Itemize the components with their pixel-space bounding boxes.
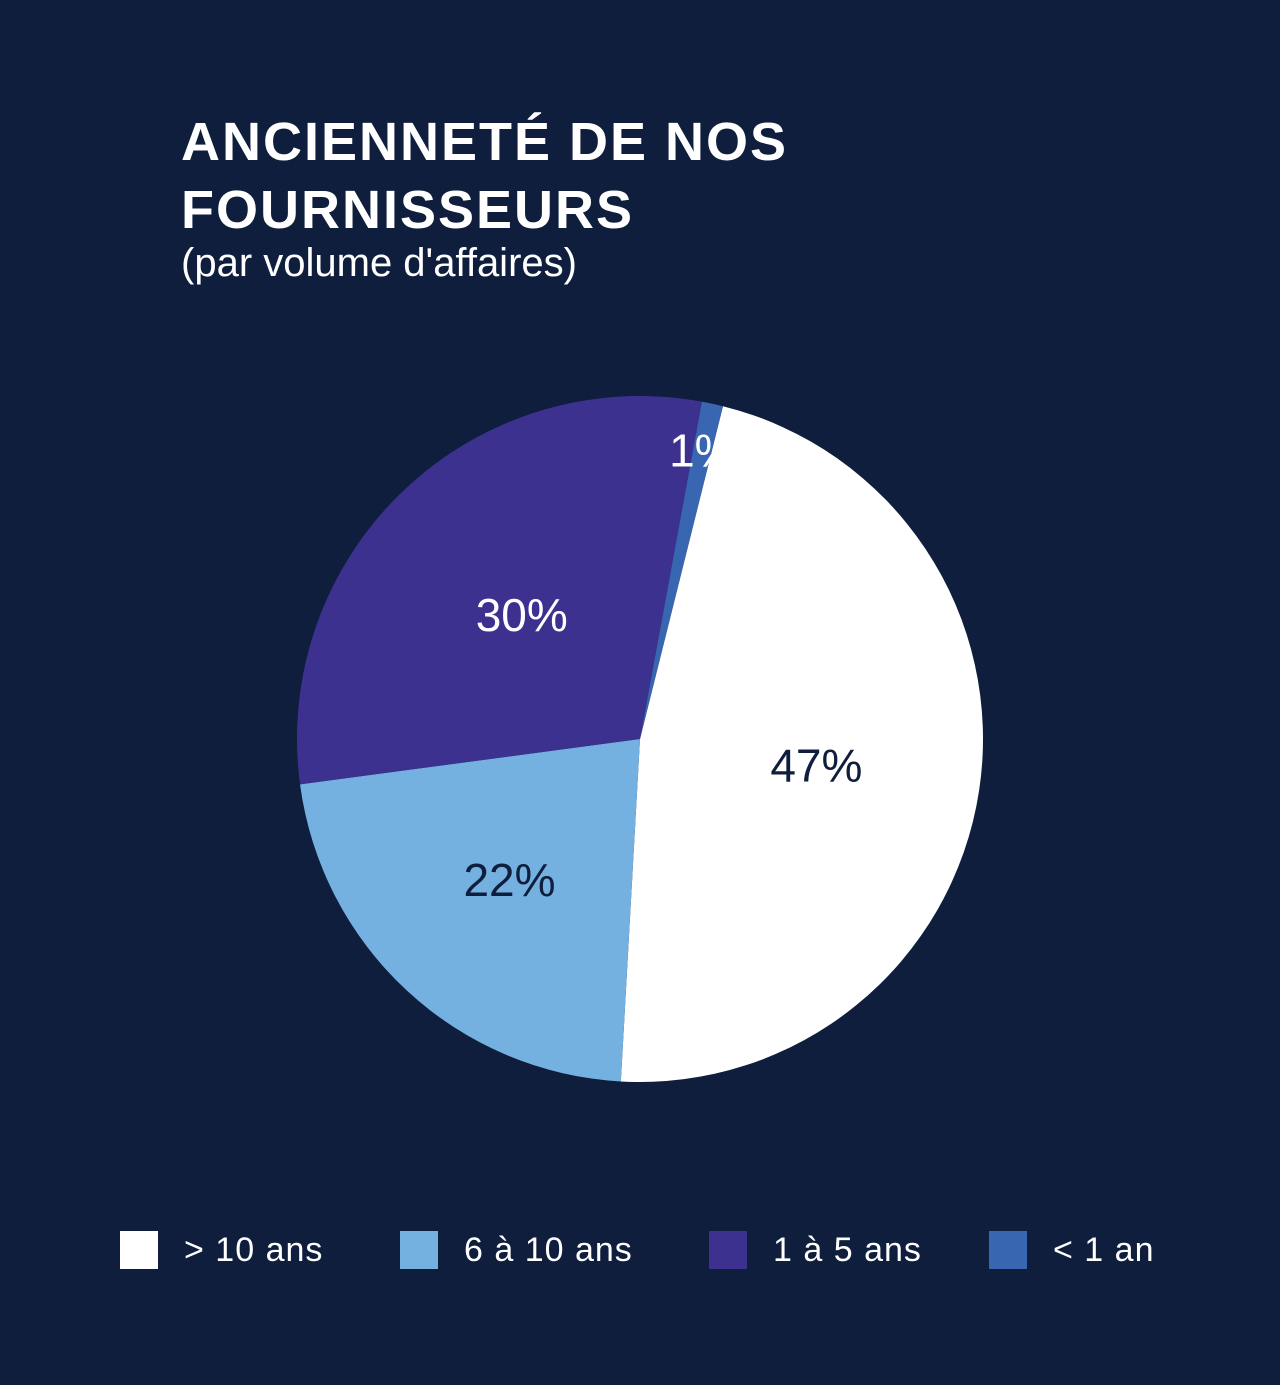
slice-value-label: 30% bbox=[476, 589, 568, 641]
legend-label: > 10 ans bbox=[184, 1230, 324, 1269]
legend-swatch bbox=[120, 1231, 158, 1269]
legend-item-6-to-10-years: 6 à 10 ans bbox=[400, 1230, 633, 1270]
slice-value-label: 1% bbox=[669, 425, 735, 477]
slice-value-label: 47% bbox=[770, 740, 862, 792]
legend-item-over-10-years: > 10 ans bbox=[120, 1230, 323, 1270]
pie-slice-0 bbox=[620, 406, 984, 1082]
legend-swatch bbox=[400, 1231, 438, 1269]
legend-item-under-1-year: < 1 an bbox=[989, 1230, 1154, 1270]
legend-item-1-to-5-years: 1 à 5 ans bbox=[709, 1230, 922, 1270]
chart-subtitle: (par volume d'affaires) bbox=[181, 241, 577, 285]
slice-value-label: 22% bbox=[463, 854, 555, 906]
pie-slice-2 bbox=[297, 396, 702, 785]
pie-slice-3 bbox=[640, 401, 723, 739]
legend-label: 1 à 5 ans bbox=[773, 1230, 922, 1269]
legend-swatch bbox=[989, 1231, 1027, 1269]
legend-swatch bbox=[709, 1231, 747, 1269]
chart-legend: > 10 ans 6 à 10 ans 1 à 5 ans < 1 an bbox=[120, 1230, 1220, 1270]
legend-label: 6 à 10 ans bbox=[464, 1230, 633, 1269]
pie-slice-1 bbox=[300, 739, 640, 1082]
chart-title: ANCIENNETÉ DE NOS FOURNISSEURS bbox=[181, 112, 789, 240]
legend-label: < 1 an bbox=[1053, 1230, 1155, 1269]
